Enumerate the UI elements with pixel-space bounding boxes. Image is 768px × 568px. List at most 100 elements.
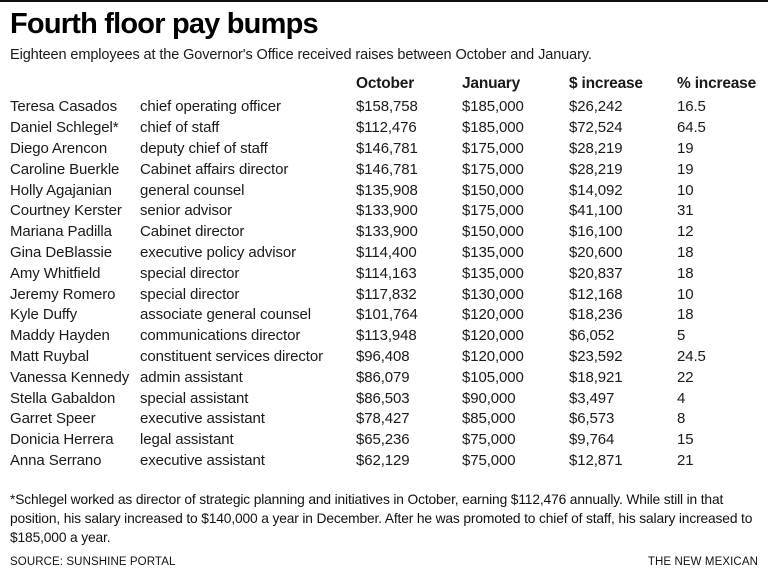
january-salary: $150,000 [462, 223, 524, 241]
dollar-increase: $23,592 [569, 348, 623, 366]
salary-table: October January $ increase % increase Te… [10, 75, 758, 472]
footnote: *Schlegel worked as director of strategi… [10, 491, 753, 545]
percent-increase: 22 [677, 368, 694, 386]
employee-position: senior advisor [140, 202, 232, 220]
table-row: Courtney Kerster senior advisor $133,900… [10, 202, 758, 223]
october-salary: $133,900 [356, 223, 418, 241]
table-row: Garret Speer executive assistant $78,427… [10, 410, 758, 431]
october-salary: $114,163 [356, 264, 417, 282]
dollar-increase: $28,219 [569, 160, 623, 178]
january-salary: $120,000 [462, 348, 524, 366]
october-salary: $86,503 [356, 389, 410, 407]
january-salary: $175,000 [462, 202, 524, 220]
january-salary: $75,000 [462, 452, 516, 470]
table-row: Kyle Duffy associate general counsel $10… [10, 306, 758, 327]
january-salary: $105,000 [462, 368, 524, 386]
employee-name: Caroline Buerkle [10, 160, 120, 178]
employee-position: Cabinet director [140, 223, 245, 241]
employee-name: Amy Whitfield [10, 264, 101, 282]
october-salary: $133,900 [356, 202, 418, 220]
table-row: Stella Gabaldon special assistant $86,50… [10, 390, 758, 411]
percent-increase: 64.5 [677, 119, 706, 137]
source-label: SOURCE: SUNSHINE PORTAL [10, 555, 176, 568]
employee-position: admin assistant [140, 368, 243, 386]
percent-increase: 31 [677, 202, 694, 220]
october-salary: $78,427 [356, 410, 410, 428]
dollar-increase: $20,837 [569, 264, 623, 282]
percent-increase: 5 [677, 327, 686, 345]
employee-position: Cabinet affairs director [140, 160, 289, 178]
table-row: Caroline Buerkle Cabinet affairs directo… [10, 161, 758, 182]
table-row: Anna Serrano executive assistant $62,129… [10, 452, 758, 473]
percent-increase: 18 [677, 306, 694, 324]
dollar-increase: $28,219 [569, 140, 623, 158]
dollar-increase: $18,236 [569, 306, 623, 324]
employee-name: Vanessa Kennedy [10, 368, 130, 386]
employee-position: general counsel [140, 181, 245, 199]
table-row: Vanessa Kennedy admin assistant $86,079 … [10, 369, 758, 390]
column-header-dollar-increase: $ increase [569, 75, 643, 93]
percent-increase: 16.5 [677, 98, 706, 116]
table-row: Teresa Casados chief operating officer $… [10, 98, 758, 119]
october-salary: $65,236 [356, 431, 410, 449]
percent-increase: 12 [677, 223, 694, 241]
dollar-increase: $9,764 [569, 431, 615, 449]
employee-position: constituent services director [140, 348, 324, 366]
percent-increase: 19 [677, 160, 694, 178]
table-row: Mariana Padilla Cabinet director $133,90… [10, 223, 758, 244]
january-salary: $90,000 [462, 389, 516, 407]
employee-position: legal assistant [140, 431, 234, 449]
october-salary: $135,908 [356, 181, 418, 199]
table-row: Donicia Herrera legal assistant $65,236 … [10, 431, 758, 452]
january-salary: $185,000 [462, 119, 524, 137]
percent-increase: 19 [677, 140, 694, 158]
october-salary: $146,781 [356, 160, 418, 178]
employee-name: Daniel Schlegel* [10, 119, 119, 137]
employee-position: special assistant [140, 389, 249, 407]
percent-increase: 24.5 [677, 348, 706, 366]
january-salary: $175,000 [462, 160, 524, 178]
october-salary: $114,400 [356, 244, 417, 262]
table-row: Gina DeBlassie executive policy advisor … [10, 244, 758, 265]
employee-position: special director [140, 285, 240, 303]
october-salary: $96,408 [356, 348, 410, 366]
employee-name: Stella Gabaldon [10, 389, 116, 407]
dollar-increase: $72,524 [569, 119, 623, 137]
dollar-increase: $6,573 [569, 410, 615, 428]
employee-position: deputy chief of staff [140, 140, 268, 158]
employee-name: Courtney Kerster [10, 202, 122, 220]
january-salary: $120,000 [462, 327, 524, 345]
column-header-percent-increase: % increase [677, 75, 756, 93]
employee-position: associate general counsel [140, 306, 311, 324]
table-row: Maddy Hayden communications director $11… [10, 327, 758, 348]
column-header-january: January [462, 75, 521, 93]
dollar-increase: $3,497 [569, 389, 615, 407]
percent-increase: 18 [677, 264, 694, 282]
october-salary: $146,781 [356, 140, 418, 158]
employee-position: executive assistant [140, 452, 265, 470]
employee-name: Teresa Casados [10, 98, 117, 116]
percent-increase: 10 [677, 181, 694, 199]
employee-position: communications director [140, 327, 301, 345]
dollar-increase: $18,921 [569, 368, 623, 386]
october-salary: $117,832 [356, 285, 417, 303]
employee-name: Anna Serrano [10, 452, 102, 470]
employee-name: Maddy Hayden [10, 327, 110, 345]
employee-name: Jeremy Romero [10, 285, 116, 303]
employee-position: chief of staff [140, 119, 220, 137]
table-row: Holly Agajanian general counsel $135,908… [10, 182, 758, 203]
january-salary: $135,000 [462, 264, 524, 282]
percent-increase: 15 [677, 431, 694, 449]
table-row: Diego Arencon deputy chief of staff $146… [10, 140, 758, 161]
percent-increase: 4 [677, 389, 686, 407]
column-header-october: October [356, 75, 415, 93]
dollar-increase: $6,052 [569, 327, 615, 345]
employee-position: executive assistant [140, 410, 265, 428]
table-row: Amy Whitfield special director $114,163 … [10, 265, 758, 286]
january-salary: $175,000 [462, 140, 524, 158]
dollar-increase: $12,168 [569, 285, 623, 303]
dollar-increase: $14,092 [569, 181, 623, 199]
october-salary: $62,129 [356, 452, 410, 470]
january-salary: $185,000 [462, 98, 524, 116]
